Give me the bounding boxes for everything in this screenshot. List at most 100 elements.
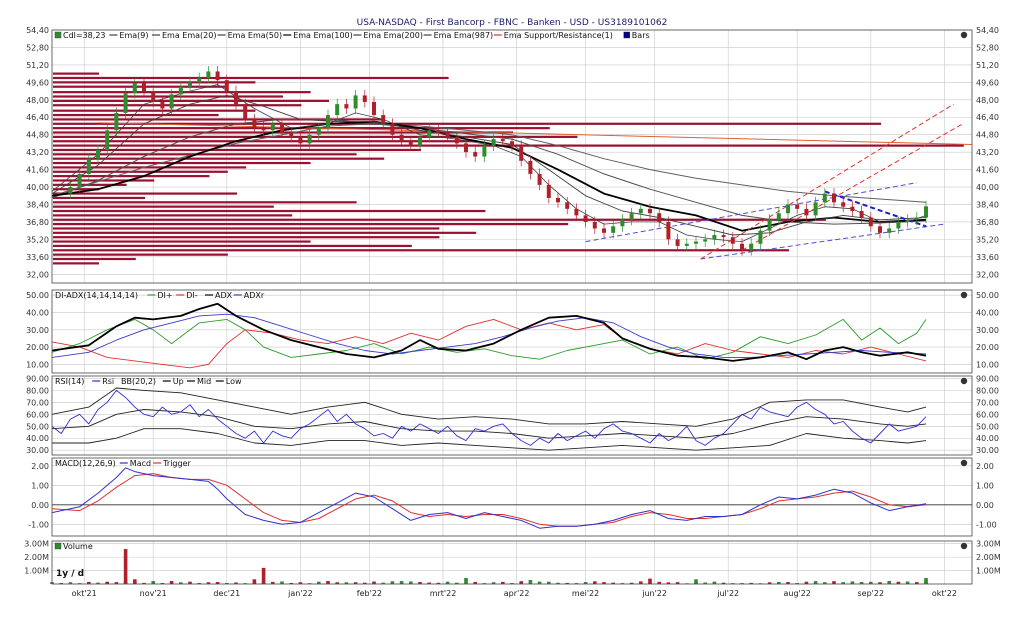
sr-bar-18 [53, 153, 357, 156]
candle-body-36 [390, 123, 395, 135]
candle-body-60 [611, 226, 616, 233]
volume-bar-12 [160, 583, 165, 584]
rsi-ytick-right-4: 50.00 [976, 422, 999, 431]
volume-bar-63 [629, 582, 634, 584]
volume-bar-73 [721, 582, 726, 584]
price-legend-swatch-0 [54, 31, 62, 39]
volume-bar-27 [298, 582, 303, 584]
price-ytick-right-5: 46,40 [976, 113, 999, 122]
sr-bar-24 [53, 179, 155, 182]
candle-body-27 [307, 134, 312, 144]
volume-bar-29 [317, 581, 321, 584]
candle-body-70 [703, 239, 708, 242]
volume-bar-36 [381, 582, 385, 584]
macd-close-icon [960, 459, 968, 467]
candle-body-33 [362, 95, 367, 102]
candle-body-71 [712, 235, 717, 240]
chart-title: USA-NASDAQ - First Bancorp - FBNC - Bank… [357, 18, 668, 28]
sr-bar-39 [53, 244, 412, 248]
volume-spike-8 [924, 577, 928, 584]
candle-body-63 [638, 208, 643, 214]
candle-body-40 [427, 130, 432, 137]
candle-body-59 [602, 228, 606, 233]
candle-body-74 [740, 243, 744, 251]
volume-legend-label-0: Volume [63, 542, 93, 551]
sr-bar-23 [53, 175, 210, 178]
volume-bar-91 [887, 580, 891, 584]
di-minus-line [51, 318, 927, 369]
bb-mid-line [51, 409, 927, 439]
x-tick-label-5: mrt'22 [430, 589, 457, 598]
x-tick-label-3: jan'22 [287, 589, 313, 598]
macd-line [51, 467, 927, 529]
volume-spike-4 [464, 577, 468, 584]
adx-legend-label-3: ADX [215, 291, 233, 300]
macd-legend-label-2: Trigger [162, 459, 191, 468]
candle-body-62 [629, 213, 634, 220]
rsi-ytick-right-1: 80.00 [976, 386, 999, 395]
macd-ytick-left-1: 1.00 [31, 481, 49, 490]
price-ytick-right-2: 51,20 [976, 61, 999, 70]
price-ytick-right-4: 48,00 [976, 96, 999, 105]
volume-bar-85 [832, 581, 836, 584]
sr-bar-28 [53, 196, 145, 200]
sr-bar-37 [53, 236, 440, 239]
volume-ytick-left-1: 2.00M [24, 553, 49, 562]
volume-bar-13 [169, 581, 174, 584]
price-ytick-right-0: 54,40 [976, 26, 999, 35]
volume-bar-86 [841, 582, 845, 584]
candle-body-17 [215, 71, 220, 81]
candle-body-32 [353, 95, 358, 109]
channel-line-1 [741, 123, 964, 251]
candle-body-43 [454, 136, 459, 144]
volume-ytick-left-0: 3.00M [24, 540, 49, 549]
adx-panel-frame [51, 289, 973, 374]
price-ytick-left-5: 46,40 [26, 113, 49, 122]
marks-layer [50, 65, 973, 584]
volume-bar-80 [786, 582, 790, 584]
price-legend-label-4: Ema Ema(100) [293, 31, 353, 40]
sr-bar-6 [53, 99, 329, 102]
sr-bar-1 [53, 76, 449, 80]
price-ytick-right-7: 43,20 [976, 148, 999, 157]
volume-bar-6 [105, 581, 109, 584]
candle-body-8 [132, 83, 137, 94]
sr-bar-25 [53, 183, 127, 186]
volume-bar-37 [390, 581, 395, 584]
volume-bar-5 [96, 582, 100, 584]
volume-bar-66 [657, 581, 661, 584]
candle-body-50 [519, 145, 524, 161]
candle-body-57 [583, 215, 588, 222]
rsi-ytick-right-2: 70.00 [976, 398, 999, 407]
sr-bar-7 [53, 104, 302, 107]
candle-body-52 [537, 173, 542, 185]
macd-ytick-left-2: 0.00 [31, 501, 49, 510]
volume-bar-92 [896, 581, 901, 584]
price-legend-label-6: Ema Ema(987) [434, 31, 494, 40]
price-legend-label-0: Cdl=38,23 [63, 31, 106, 40]
candle-body-81 [804, 208, 809, 216]
rsi-ytick-left-3: 60.00 [26, 410, 49, 419]
x-tick-label-6: apr'22 [504, 589, 530, 598]
volume-spike-5 [528, 579, 533, 584]
volume-bar-43 [445, 581, 450, 584]
candle-body-12 [169, 94, 174, 109]
candle-body-2 [77, 173, 82, 188]
sr-bar-41 [53, 253, 228, 256]
price-ytick-left-11: 36,80 [26, 218, 49, 227]
adx-close-icon [960, 291, 968, 299]
price-ytick-left-1: 52,80 [26, 43, 49, 52]
volume-bar-62 [620, 583, 625, 584]
volume-legend-swatch-0 [54, 542, 62, 550]
x-tick-label-1: nov'21 [140, 589, 167, 598]
candle-body-53 [546, 184, 551, 198]
candle-body-45 [473, 152, 478, 157]
rsi-ytick-left-2: 70.00 [26, 398, 49, 407]
macd-ytick-right-0: 2.00 [976, 462, 994, 471]
volume-bar-55 [556, 582, 560, 584]
volume-ytick-right-1: 2.00M [976, 553, 1001, 562]
macd-legend-label-0: MACD(12,26,9) [55, 459, 116, 468]
candle-body-82 [813, 202, 818, 216]
price-ytick-left-4: 48,00 [26, 96, 49, 105]
sr-bar-33 [53, 218, 826, 221]
